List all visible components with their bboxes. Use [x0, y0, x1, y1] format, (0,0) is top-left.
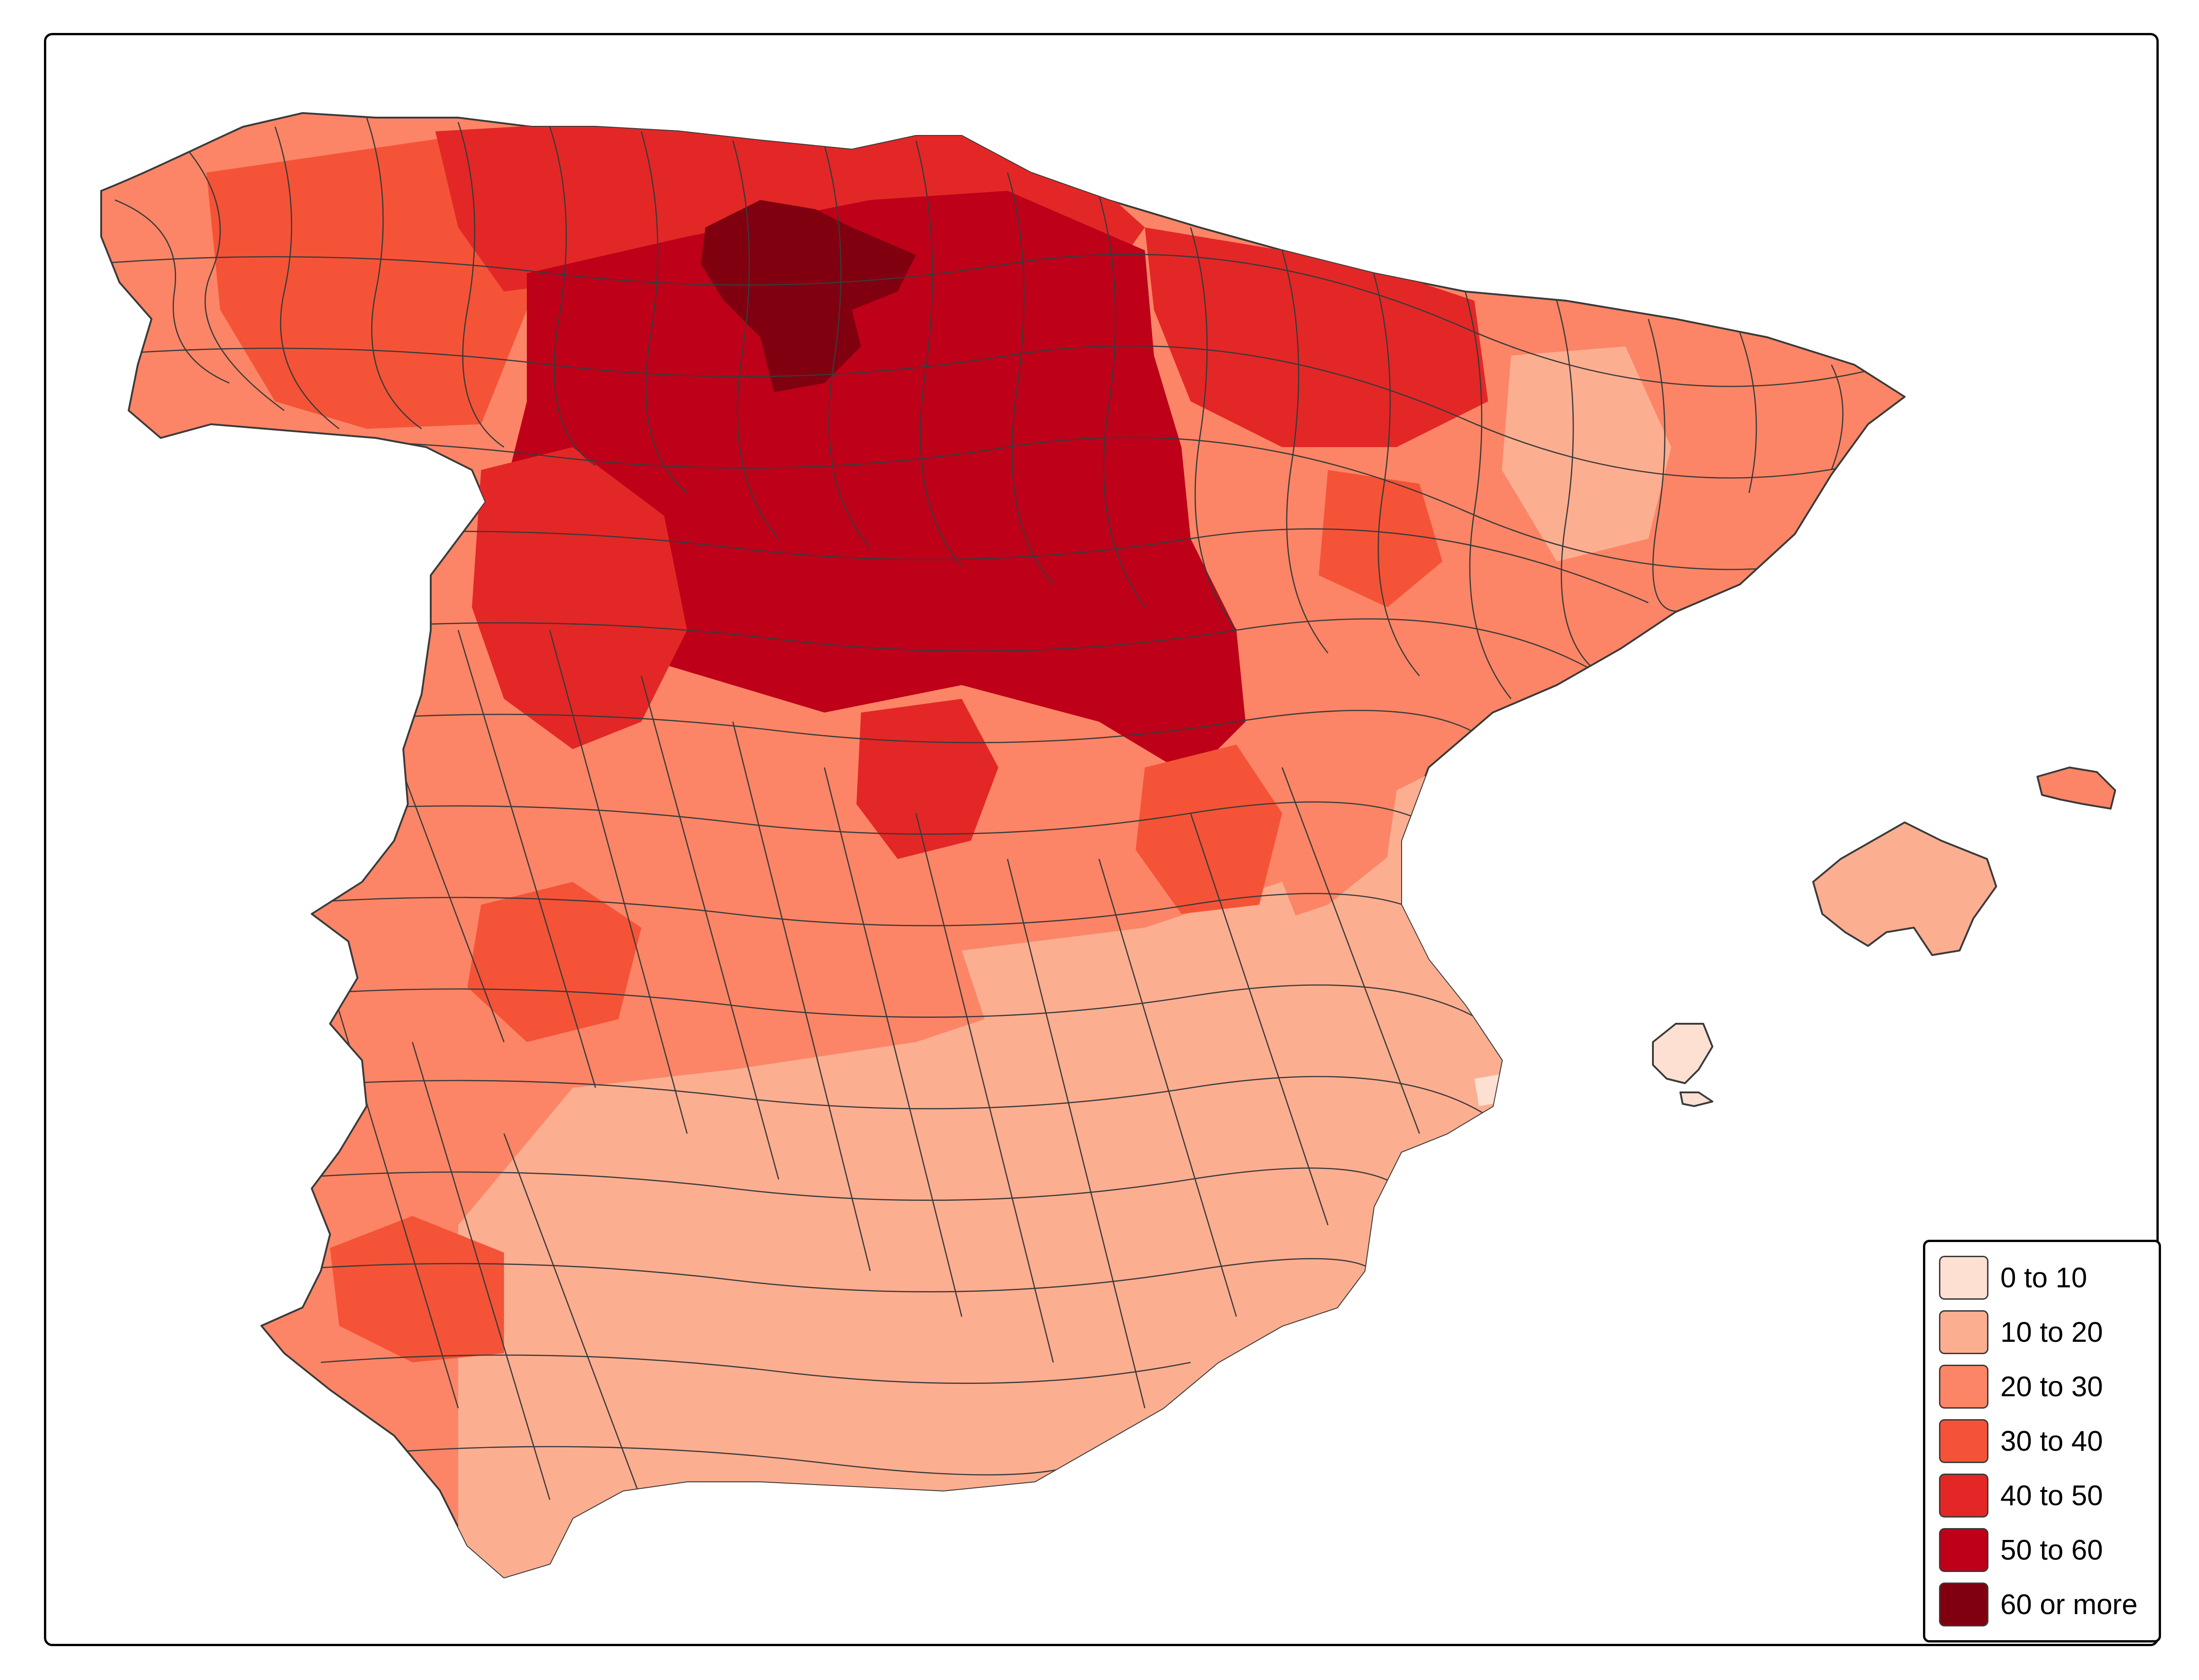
- map-frame: 0 to 10 10 to 20 20 to 30 30 to 40 40 to 50 5…: [44, 33, 2161, 1646]
- region-alicante-pale: [1474, 1074, 1506, 1106]
- legend-item: 40 to 50: [1939, 1473, 2103, 1518]
- legend-label: 0 to 10: [2000, 1262, 2087, 1294]
- legend-swatch: [1939, 1365, 1988, 1409]
- legend-label: 40 to 50: [2000, 1480, 2103, 1512]
- island-formentera: [1679, 1091, 1713, 1107]
- legend-swatch: [1939, 1310, 1988, 1354]
- region-teruel: [1136, 745, 1282, 914]
- island-mallorca: [1812, 821, 1997, 956]
- legend-label: 20 to 30: [2000, 1371, 2103, 1403]
- island-menorca: [2037, 767, 2116, 810]
- boundary-lines-diagonal: [320, 630, 1420, 1500]
- legend-item: 30 to 40: [1939, 1418, 2103, 1464]
- map-legend: 0 to 10 10 to 20 20 to 30 30 to 40 40 to 50 5…: [1923, 1240, 2161, 1642]
- region-salamanca: [472, 447, 687, 749]
- legend-swatch: [1939, 1256, 1988, 1300]
- island-ibiza: [1652, 1023, 1713, 1084]
- region-navarra: [1145, 227, 1488, 447]
- region-extremadura: [467, 882, 641, 1042]
- legend-item: 0 to 10: [1939, 1255, 2087, 1301]
- legend-item: 10 to 20: [1939, 1309, 2103, 1355]
- region-la-mancha-south: [962, 882, 1328, 1088]
- legend-swatch: [1939, 1528, 1988, 1572]
- region-lleida: [1502, 346, 1671, 562]
- legend-label: 60 or more: [2000, 1588, 2138, 1621]
- boundary-lines-horizontal: [101, 254, 1905, 1475]
- legend-label: 50 to 60: [2000, 1534, 2103, 1566]
- region-huelva: [330, 1216, 504, 1362]
- region-huesca: [1319, 470, 1442, 607]
- legend-item: 50 to 60: [1939, 1527, 2103, 1573]
- legend-item: 60 or more: [1939, 1582, 2138, 1627]
- legend-swatch: [1939, 1419, 1988, 1463]
- region-peak-north: [701, 200, 916, 392]
- legend-label: 10 to 20: [2000, 1316, 2103, 1348]
- legend-label: 30 to 40: [2000, 1425, 2103, 1457]
- region-malaga-pale: [742, 1509, 792, 1536]
- legend-swatch: [1939, 1474, 1988, 1518]
- choropleth-map: [100, 112, 2116, 1578]
- legend-swatch: [1939, 1583, 1988, 1626]
- boundary-grid: [101, 117, 1905, 1500]
- boundary-lines: [114, 117, 1844, 699]
- region-madrid: [856, 699, 998, 859]
- legend-item: 20 to 30: [1939, 1364, 2103, 1410]
